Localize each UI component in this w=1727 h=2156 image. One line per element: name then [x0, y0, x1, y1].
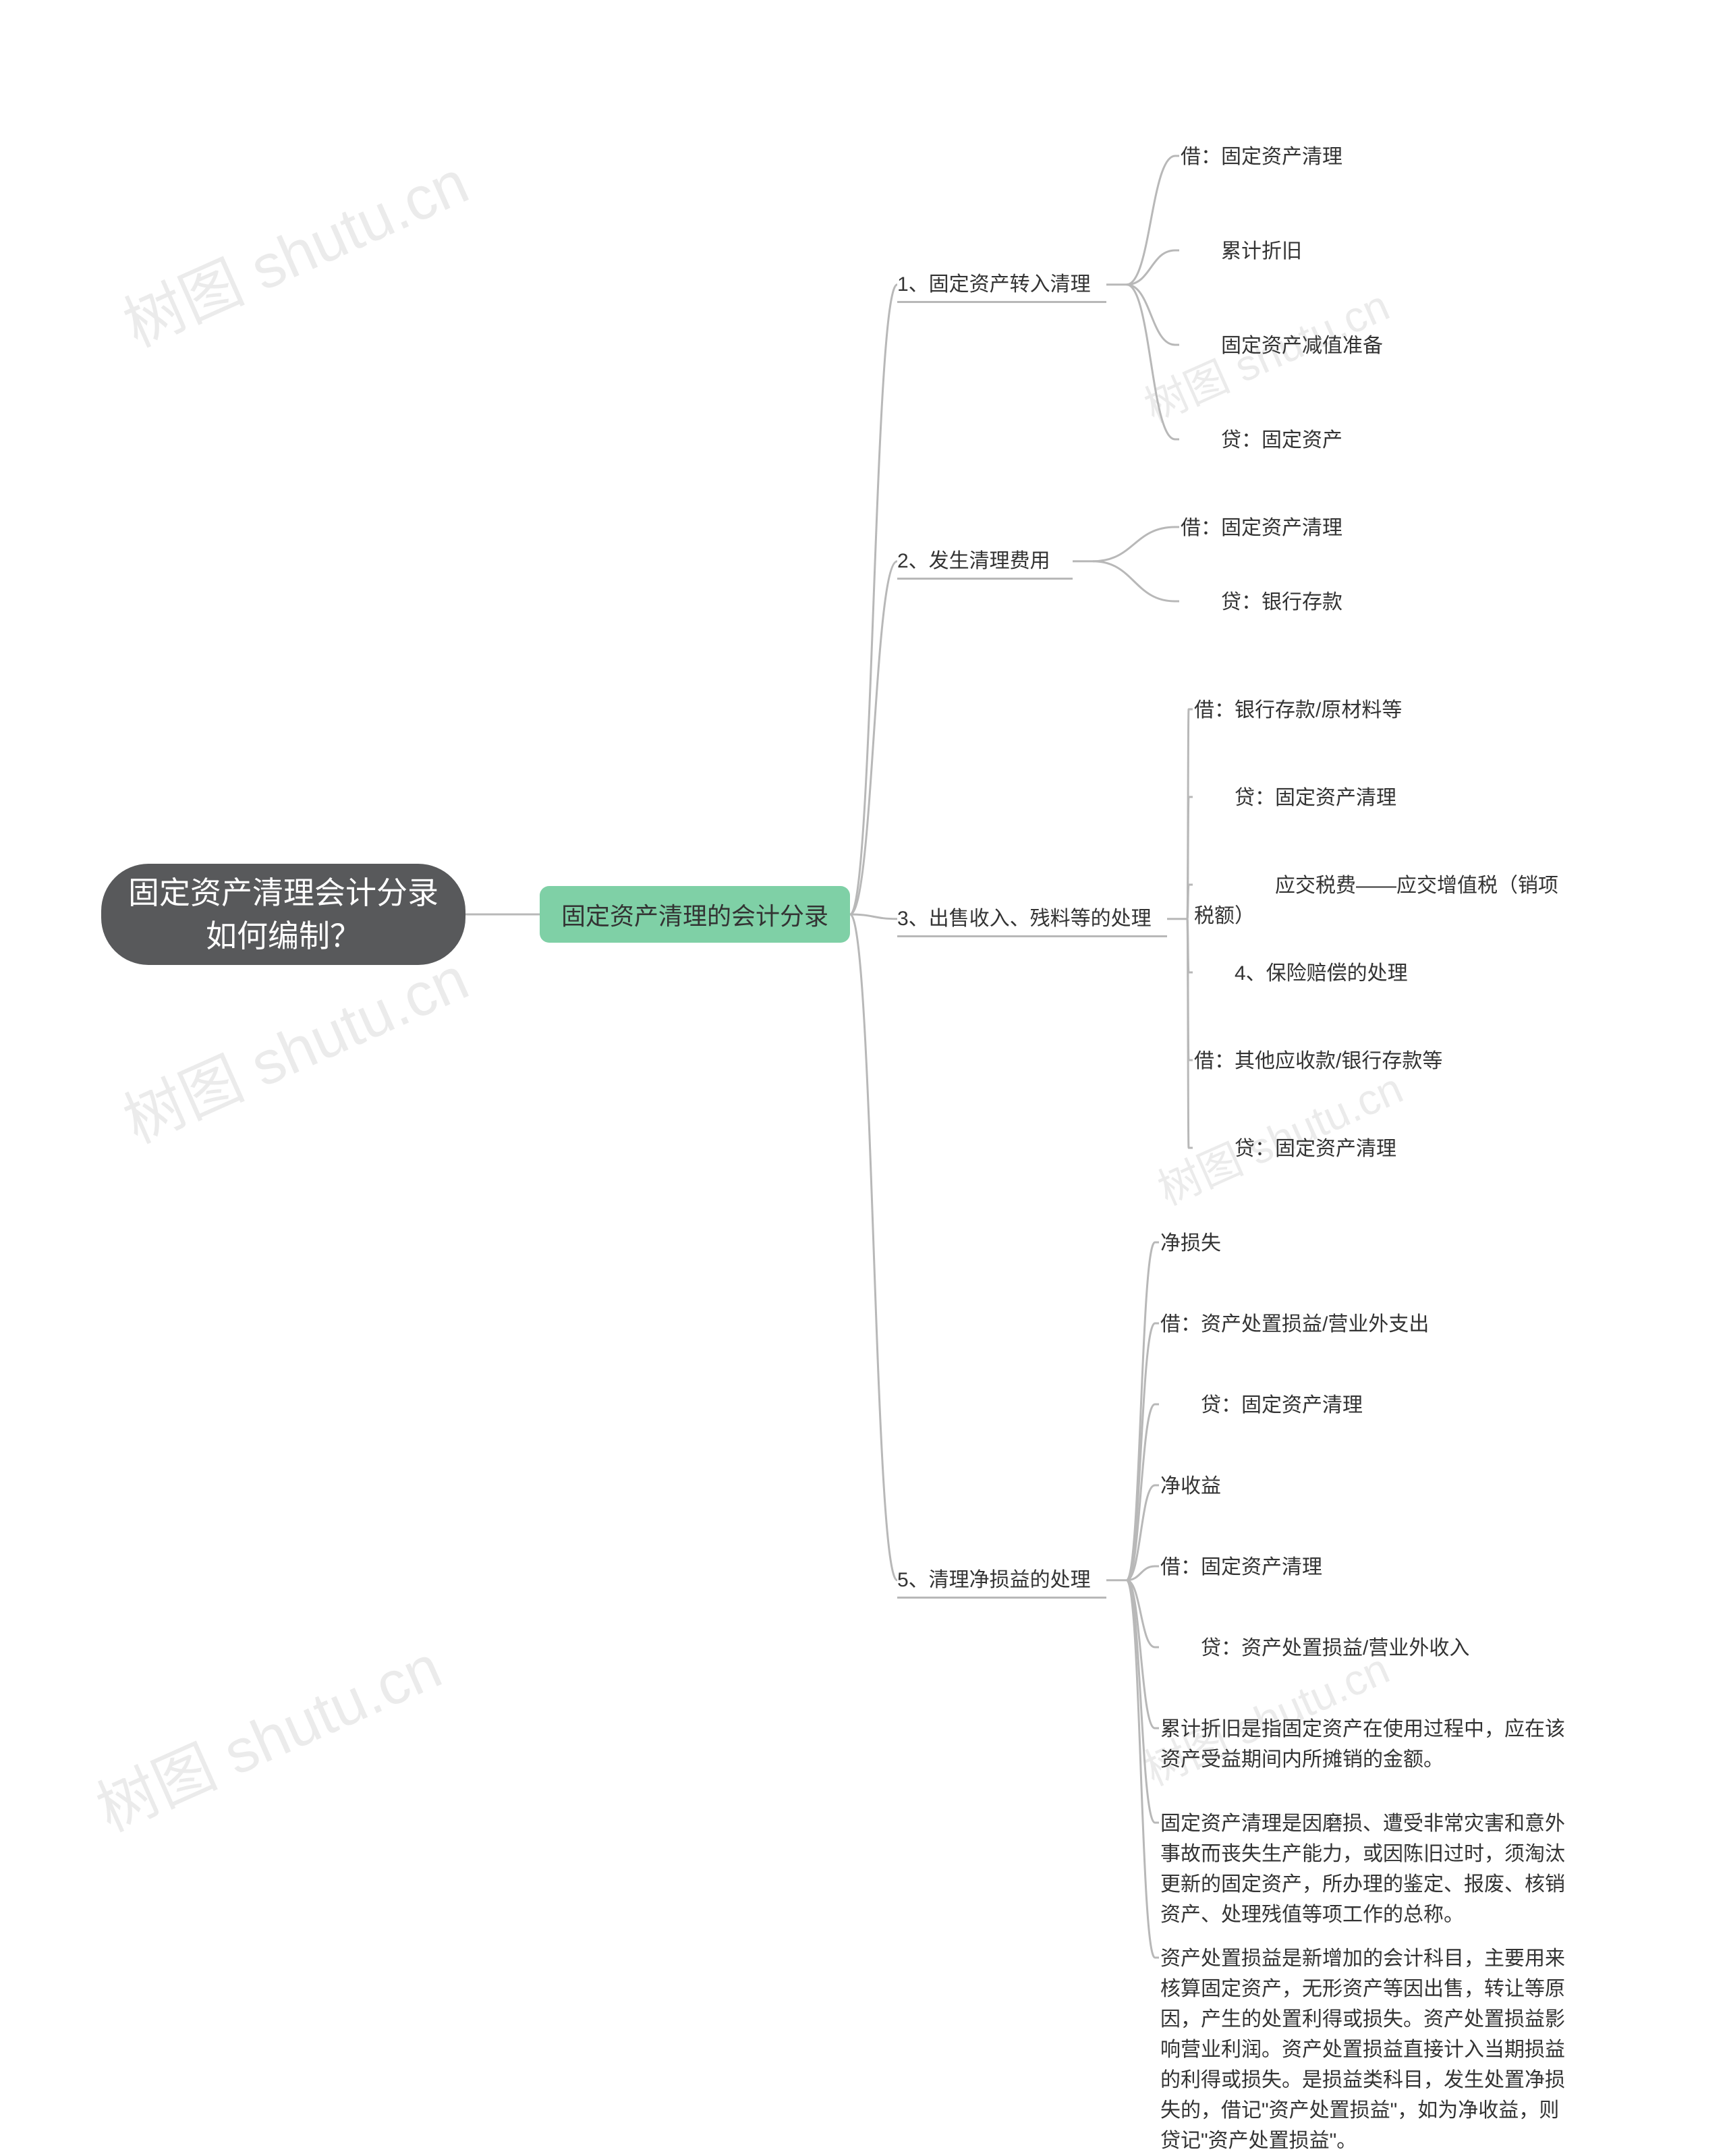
- leaf-label: 4、保险赔偿的处理: [1194, 958, 1572, 989]
- branch-label: 3、出售收入、残料等的处理: [897, 904, 1167, 934]
- leaf-label: 贷：固定资产: [1181, 425, 1531, 455]
- leaf-label: 借：资产处置损益/营业外支出: [1160, 1309, 1579, 1339]
- leaf-label: 贷：固定资产清理: [1194, 1134, 1572, 1164]
- leaf-label: 固定资产减值准备: [1181, 331, 1531, 361]
- leaf-label: 借：固定资产清理: [1181, 142, 1531, 172]
- root-label: 固定资产清理会计分录如何编制？: [125, 871, 441, 958]
- mindmap-canvas: 树图 shutu.cn树图 shutu.cn树图 shutu.cn树图 shut…: [0, 0, 1727, 2129]
- leaf-label: 借：银行存款/原材料等: [1194, 695, 1572, 725]
- leaf-label: 贷：银行存款: [1181, 587, 1531, 617]
- root-node: 固定资产清理会计分录如何编制？: [101, 864, 465, 965]
- leaf-label: 借：其他应收款/银行存款等: [1194, 1046, 1572, 1076]
- leaf-label: 借：固定资产清理: [1160, 1552, 1579, 1582]
- leaf-label: 贷：固定资产清理: [1194, 783, 1572, 813]
- hub-label: 固定资产清理的会计分录: [561, 897, 828, 932]
- leaf-label: 贷：资产处置损益/营业外收入: [1160, 1633, 1579, 1663]
- branch-label: 5、清理净损益的处理: [897, 1566, 1106, 1595]
- leaf-label: 固定资产清理是因磨损、遭受非常灾害和意外事故而丧失生产能力，或因陈旧过时，须淘汰…: [1160, 1808, 1579, 1930]
- leaf-label: 累计折旧是指固定资产在使用过程中，应在该资产受益期间内所摊销的金额。: [1160, 1714, 1579, 1775]
- leaf-label: 贷：固定资产清理: [1160, 1390, 1579, 1420]
- leaf-label: 应交税费——应交增值税（销项税额）: [1194, 870, 1572, 931]
- leaf-label: 借：固定资产清理: [1181, 513, 1531, 543]
- leaf-label: 累计折旧: [1181, 236, 1531, 267]
- leaf-label: 资产处置损益是新增加的会计科目，主要用来核算固定资产，无形资产等因出售，转让等原…: [1160, 1943, 1579, 2156]
- leaf-label: 净收益: [1160, 1471, 1579, 1501]
- leaf-label: 净损失: [1160, 1228, 1579, 1259]
- branch-label: 2、发生清理费用: [897, 547, 1073, 576]
- hub-node: 固定资产清理的会计分录: [540, 886, 850, 943]
- branch-label: 1、固定资产转入清理: [897, 270, 1106, 300]
